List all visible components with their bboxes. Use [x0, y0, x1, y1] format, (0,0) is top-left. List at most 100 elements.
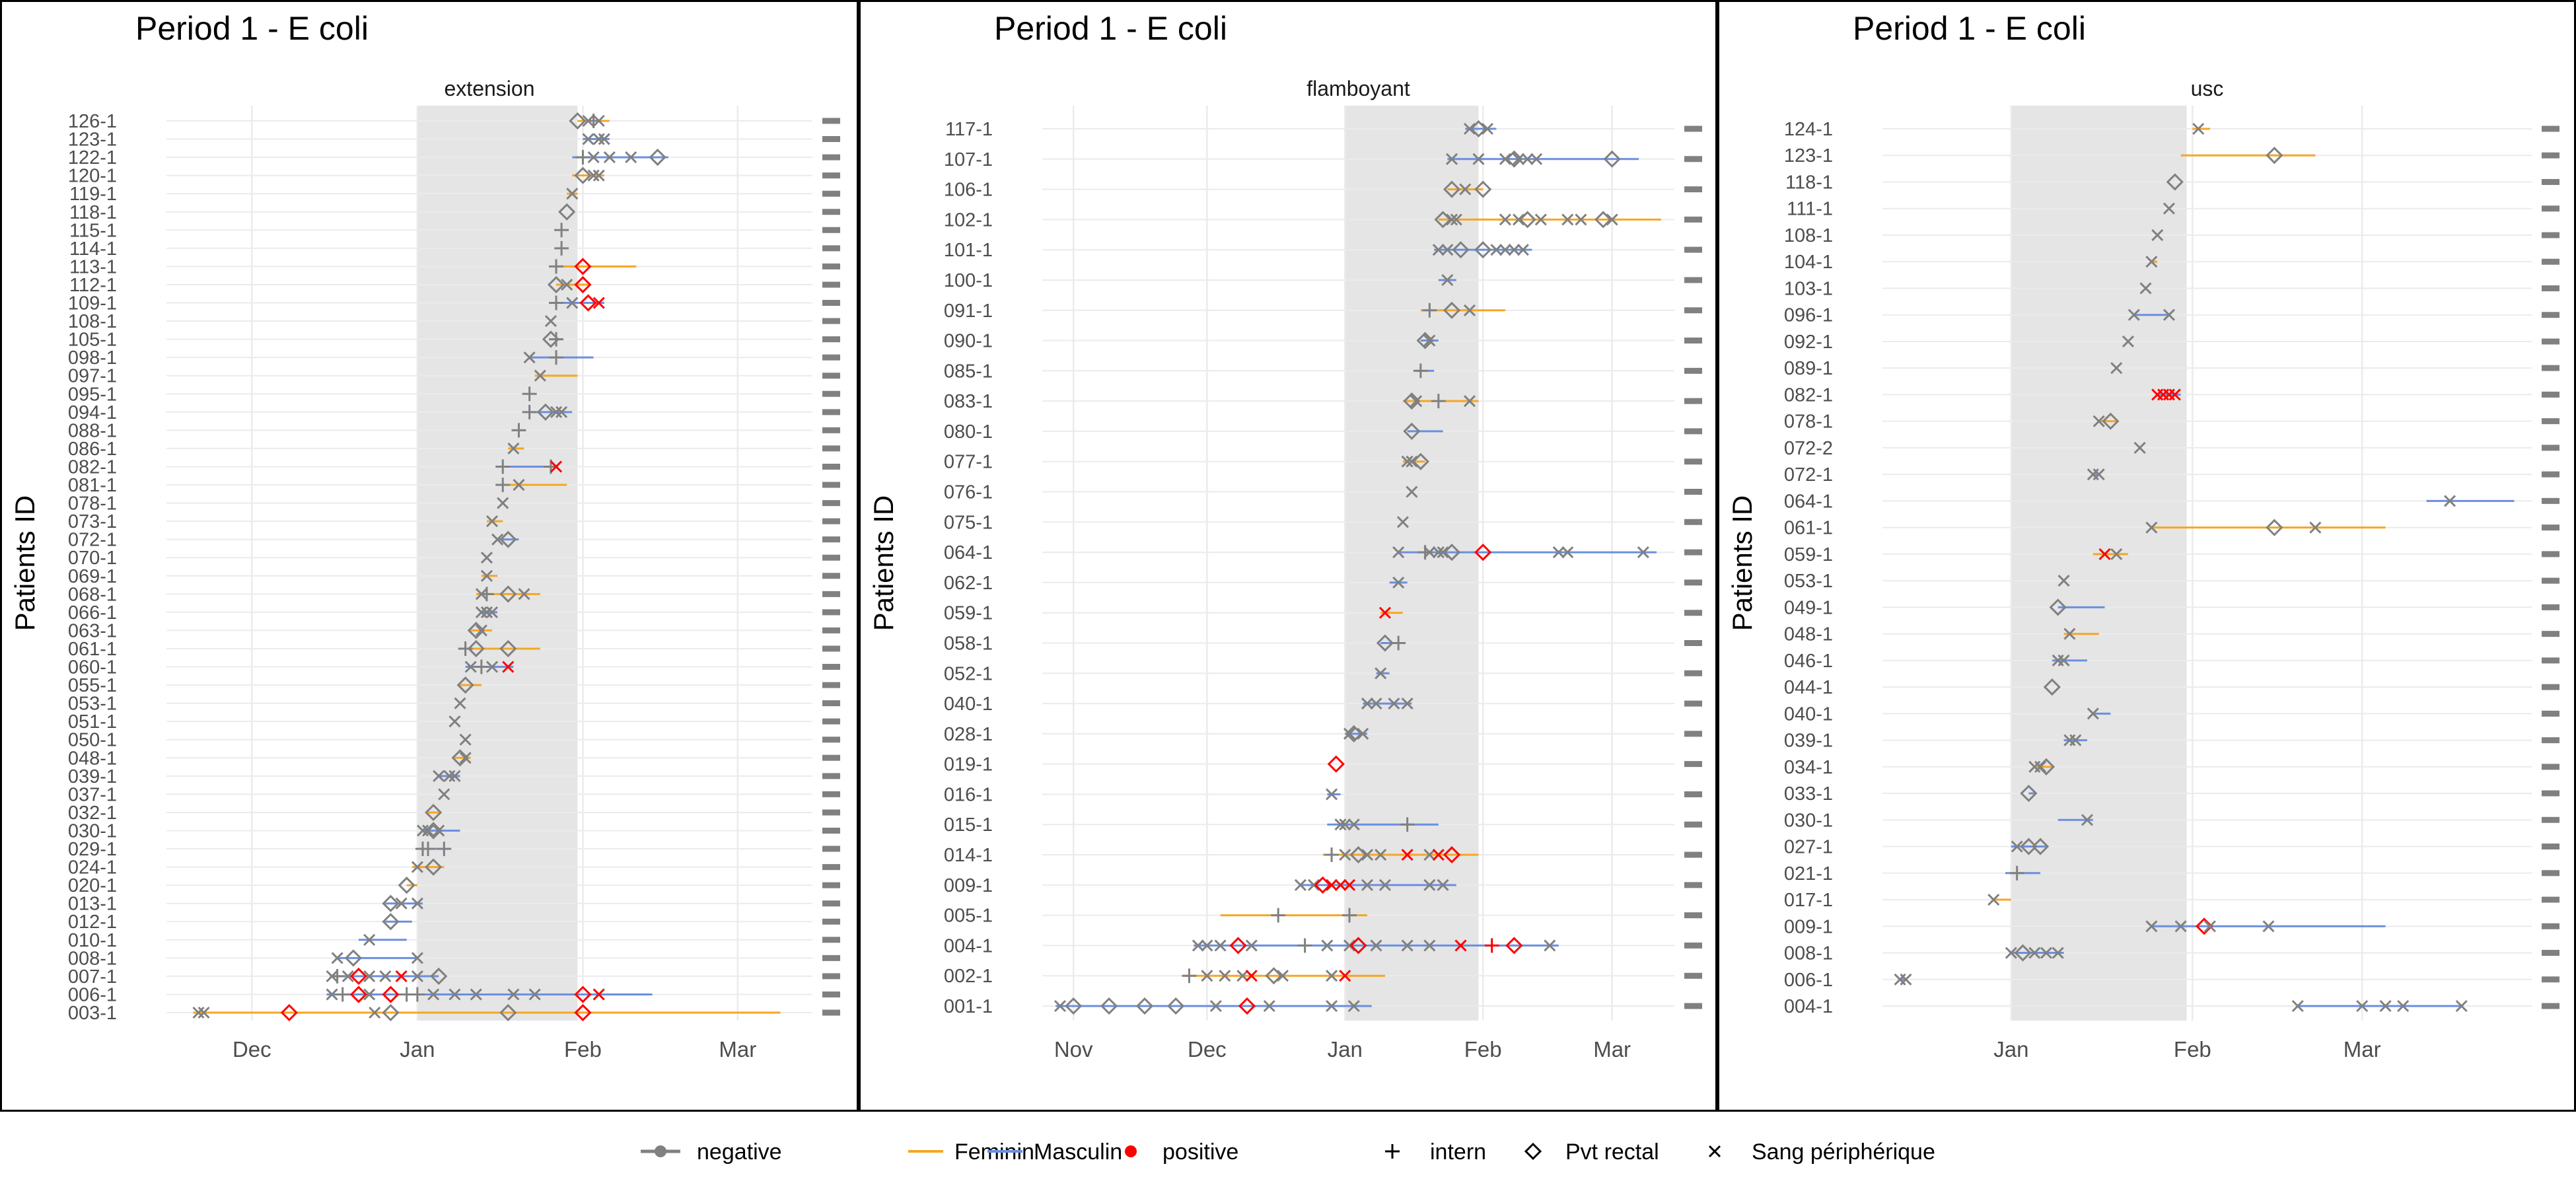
y-tick-label: 068-1 [68, 584, 117, 605]
observation-cross [1334, 879, 1347, 891]
observation-plus [1431, 394, 1446, 409]
observation-cross [497, 497, 509, 509]
observation-cross [1401, 939, 1413, 952]
observation-diamond [2043, 678, 2061, 696]
observation-cross [363, 933, 376, 946]
observation-diamond [574, 275, 592, 294]
observation-cross [1423, 848, 1436, 861]
observation-cross [470, 988, 482, 1001]
observation-cross [1513, 153, 1525, 165]
y-tick-label: 111-1 [1787, 199, 1833, 220]
observation-cross [1423, 334, 1436, 347]
observation-diamond [1474, 241, 1492, 259]
observation-cross [1575, 213, 1587, 226]
observation-cross [1401, 848, 1413, 861]
observation-diamond [456, 676, 474, 694]
observation-cross [2034, 760, 2047, 773]
observation-diamond [1229, 937, 1247, 955]
y-tick-label: 060-1 [68, 657, 117, 678]
shaded-period [2011, 106, 2187, 1021]
y-tick-label: 100-1 [944, 270, 993, 291]
observation-cross [1521, 153, 1534, 165]
observation-diamond [349, 967, 368, 986]
observation-diamond [425, 858, 443, 876]
y-tick-label: 112-1 [69, 275, 117, 296]
observation-cross [1214, 939, 1227, 952]
y-tick-label: 082-1 [68, 456, 117, 478]
observation-diamond [1065, 997, 1083, 1015]
y-tick-label: 101-1 [944, 240, 993, 261]
observation-diamond [1349, 846, 1367, 864]
observation-diamond [2020, 784, 2038, 803]
observation-cross [2174, 920, 2187, 933]
observation-diamond [2195, 918, 2213, 935]
observation-diamond [2266, 519, 2283, 536]
y-tick-label: 080-1 [944, 421, 993, 443]
observation-cross [480, 569, 493, 582]
legend: negative Feminin Masculin positive intern Pvt… [641, 1139, 1935, 1165]
observation-diamond [1376, 634, 1394, 652]
observation-diamond [569, 112, 587, 130]
observation-cross [1294, 879, 1306, 891]
legend-item-pvt-rectal: Pvt rectal [1524, 1139, 1659, 1165]
observation-cross [1361, 848, 1374, 861]
observation-diamond [280, 1003, 299, 1022]
observation-cross [1437, 879, 1449, 891]
y-tick-label: 062-1 [944, 573, 993, 594]
legend-key-diamond [1524, 1142, 1542, 1161]
y-tick-label: 039-1 [68, 766, 117, 787]
observation-diamond [2266, 147, 2283, 164]
observation-plus [549, 295, 564, 310]
observation-cross [433, 824, 445, 837]
observation-cross [1406, 486, 1418, 498]
observation-cross [1388, 698, 1400, 710]
observation-cross [587, 169, 600, 182]
y-tick-label: 061-1 [68, 639, 117, 660]
y-tick-label: 094-1 [68, 402, 117, 423]
legend-item-sang-p-riph-rique: Sang périphérique [1708, 1139, 1935, 1165]
observation-diamond [1594, 211, 1612, 229]
observation-cross [1308, 879, 1320, 891]
observation-cross [411, 970, 423, 982]
observation-cross [411, 861, 423, 873]
observation-cross [475, 624, 487, 637]
observation-cross [1445, 213, 1458, 226]
observation-cross [1054, 999, 1067, 1013]
observation-cross [480, 606, 493, 618]
observation-cross [416, 824, 429, 837]
observation-cross [507, 442, 520, 454]
observation-cross [2110, 548, 2123, 560]
y-tick-label: 109-1 [68, 293, 117, 314]
observation-cross [1423, 879, 1436, 891]
observation-cross [2145, 920, 2158, 933]
y-tick-label: 004-1 [1784, 996, 1833, 1017]
observation-cross [2093, 468, 2105, 481]
observation-cross [1209, 999, 1222, 1013]
y-tick-label: 001-1 [944, 996, 993, 1017]
observation-cross [2081, 814, 2094, 826]
observation-cross [369, 1006, 381, 1019]
legend-label: positive [1163, 1139, 1238, 1165]
y-tick-label: 028-1 [944, 724, 993, 745]
observation-cross [411, 952, 423, 964]
observation-cross [2087, 707, 2099, 720]
observation-cross [2005, 947, 2017, 959]
observation-diamond [1327, 755, 1345, 773]
y-tick-label: 105-1 [68, 330, 117, 351]
observation-plus [522, 386, 537, 402]
observation-diamond [1412, 452, 1429, 470]
observation-diamond [2102, 412, 2120, 430]
observation-cross [2011, 840, 2023, 853]
observation-cross [331, 952, 343, 964]
observation-cross [598, 133, 610, 145]
observation-cross [507, 988, 520, 1001]
y-tick-label: 073-1 [68, 511, 117, 532]
y-tick-label: 072-1 [1784, 464, 1833, 486]
observation-diamond [1443, 301, 1461, 319]
observation-cross [1396, 516, 1409, 528]
observation-cross [1201, 970, 1213, 982]
y-tick-label: 086-1 [68, 439, 117, 460]
y-tick-label: 089-1 [1784, 358, 1833, 379]
observation-cross [1326, 970, 1338, 982]
y-tick-label: 097-1 [68, 366, 117, 387]
